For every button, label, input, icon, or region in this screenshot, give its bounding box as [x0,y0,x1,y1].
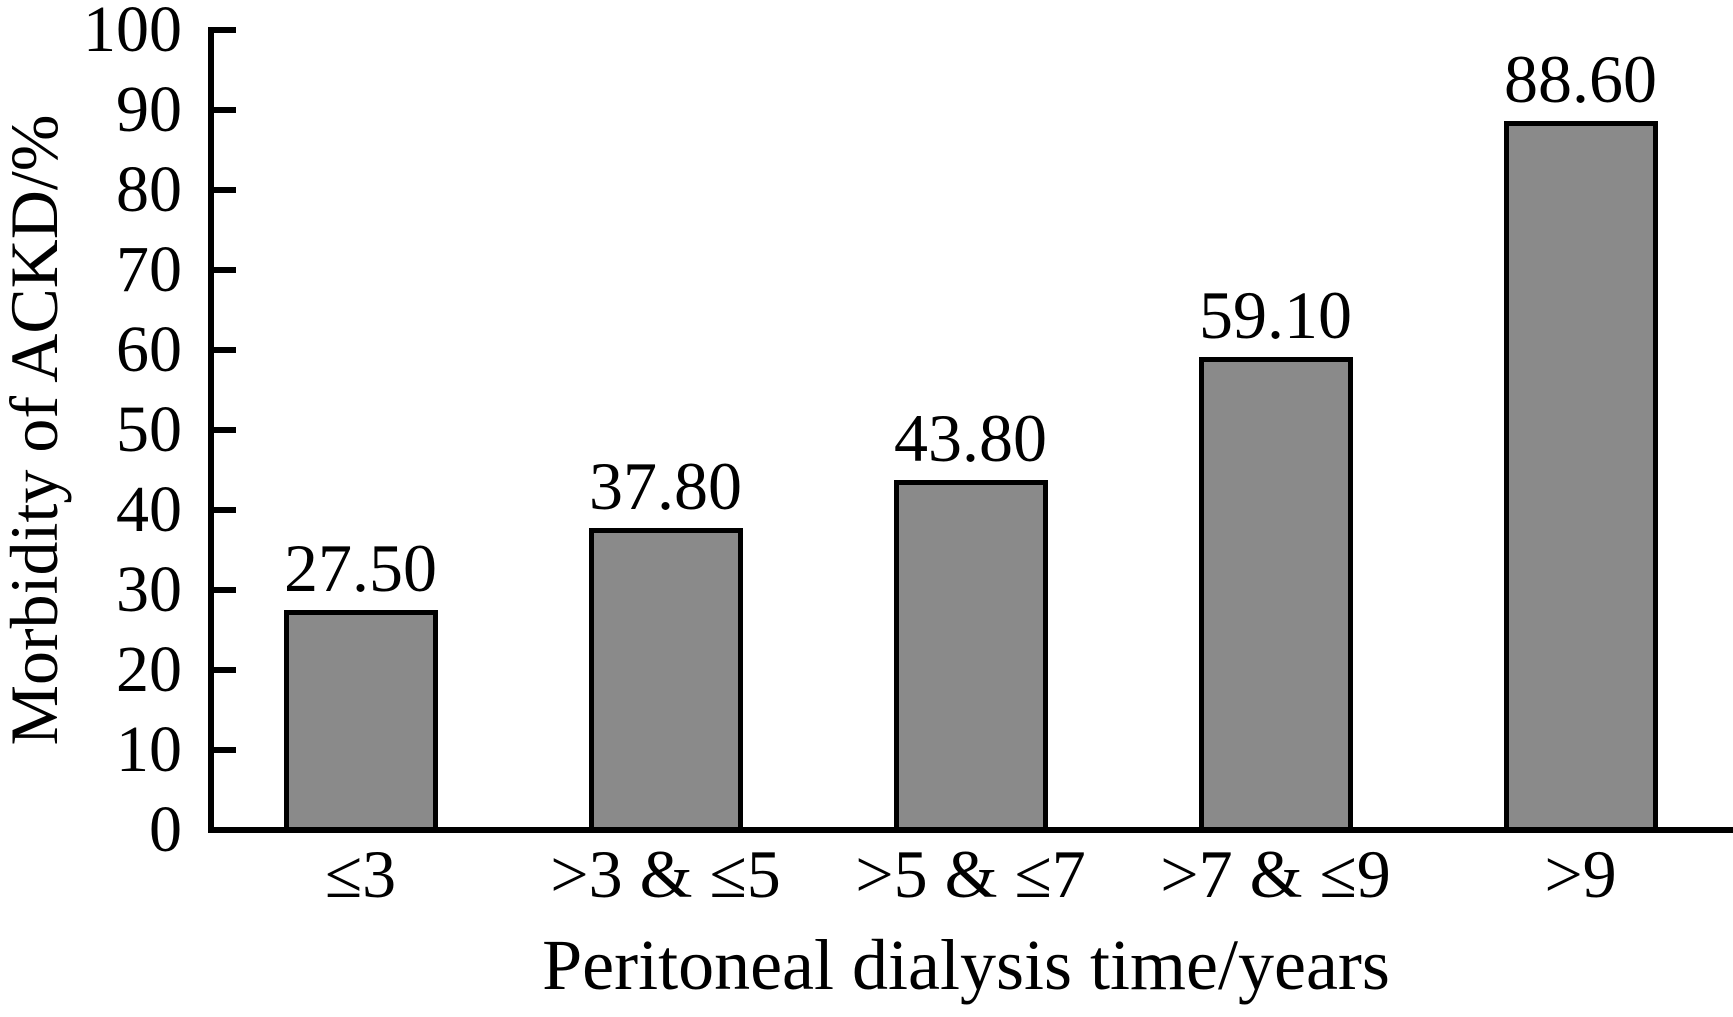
bar-value-label: 27.50 [284,530,437,606]
y-tick-label: 40 [116,473,182,546]
x-tick-label: >3 & ≤5 [550,836,781,912]
y-tick-label: 0 [149,793,182,866]
y-tick-label: 90 [116,73,182,146]
y-tick-label: 70 [116,233,182,306]
y-tick-mark [208,587,236,593]
bar->5 & ≤7 [893,479,1048,833]
y-tick-label: 80 [116,153,182,226]
bar->3 & ≤5 [588,527,743,833]
y-tick-mark [208,347,236,353]
y-tick-label: 30 [116,553,182,626]
y-tick-mark [208,107,236,113]
x-axis-title: Peritoneal dialysis time/years [542,925,1390,1005]
bar-value-label: 59.10 [1199,277,1352,354]
x-tick-label: >9 [1544,836,1617,912]
y-tick-mark [208,747,236,753]
y-tick-label: 50 [116,393,182,466]
bar-value-label: 43.80 [894,399,1047,476]
bar->9 [1503,121,1658,833]
y-tick-label: 20 [116,633,182,706]
x-tick-label: >5 & ≤7 [855,836,1086,912]
y-tick-mark [208,27,236,33]
bar->7 & ≤9 [1198,357,1353,833]
x-tick-label: ≤3 [324,836,397,912]
y-tick-label: 10 [116,713,182,786]
y-tick-mark [208,667,236,673]
x-axis-line [208,827,1733,833]
y-tick-mark [208,507,236,513]
bar-value-label: 88.60 [1504,41,1657,118]
y-tick-mark [208,427,236,433]
y-tick-mark [208,267,236,273]
bar-value-label: 37.80 [589,447,742,524]
y-tick-label: 100 [83,0,182,66]
y-tick-label: 60 [116,313,182,386]
x-tick-label: >7 & ≤9 [1160,836,1391,912]
bar-≤3 [283,610,438,833]
y-tick-mark [208,187,236,193]
